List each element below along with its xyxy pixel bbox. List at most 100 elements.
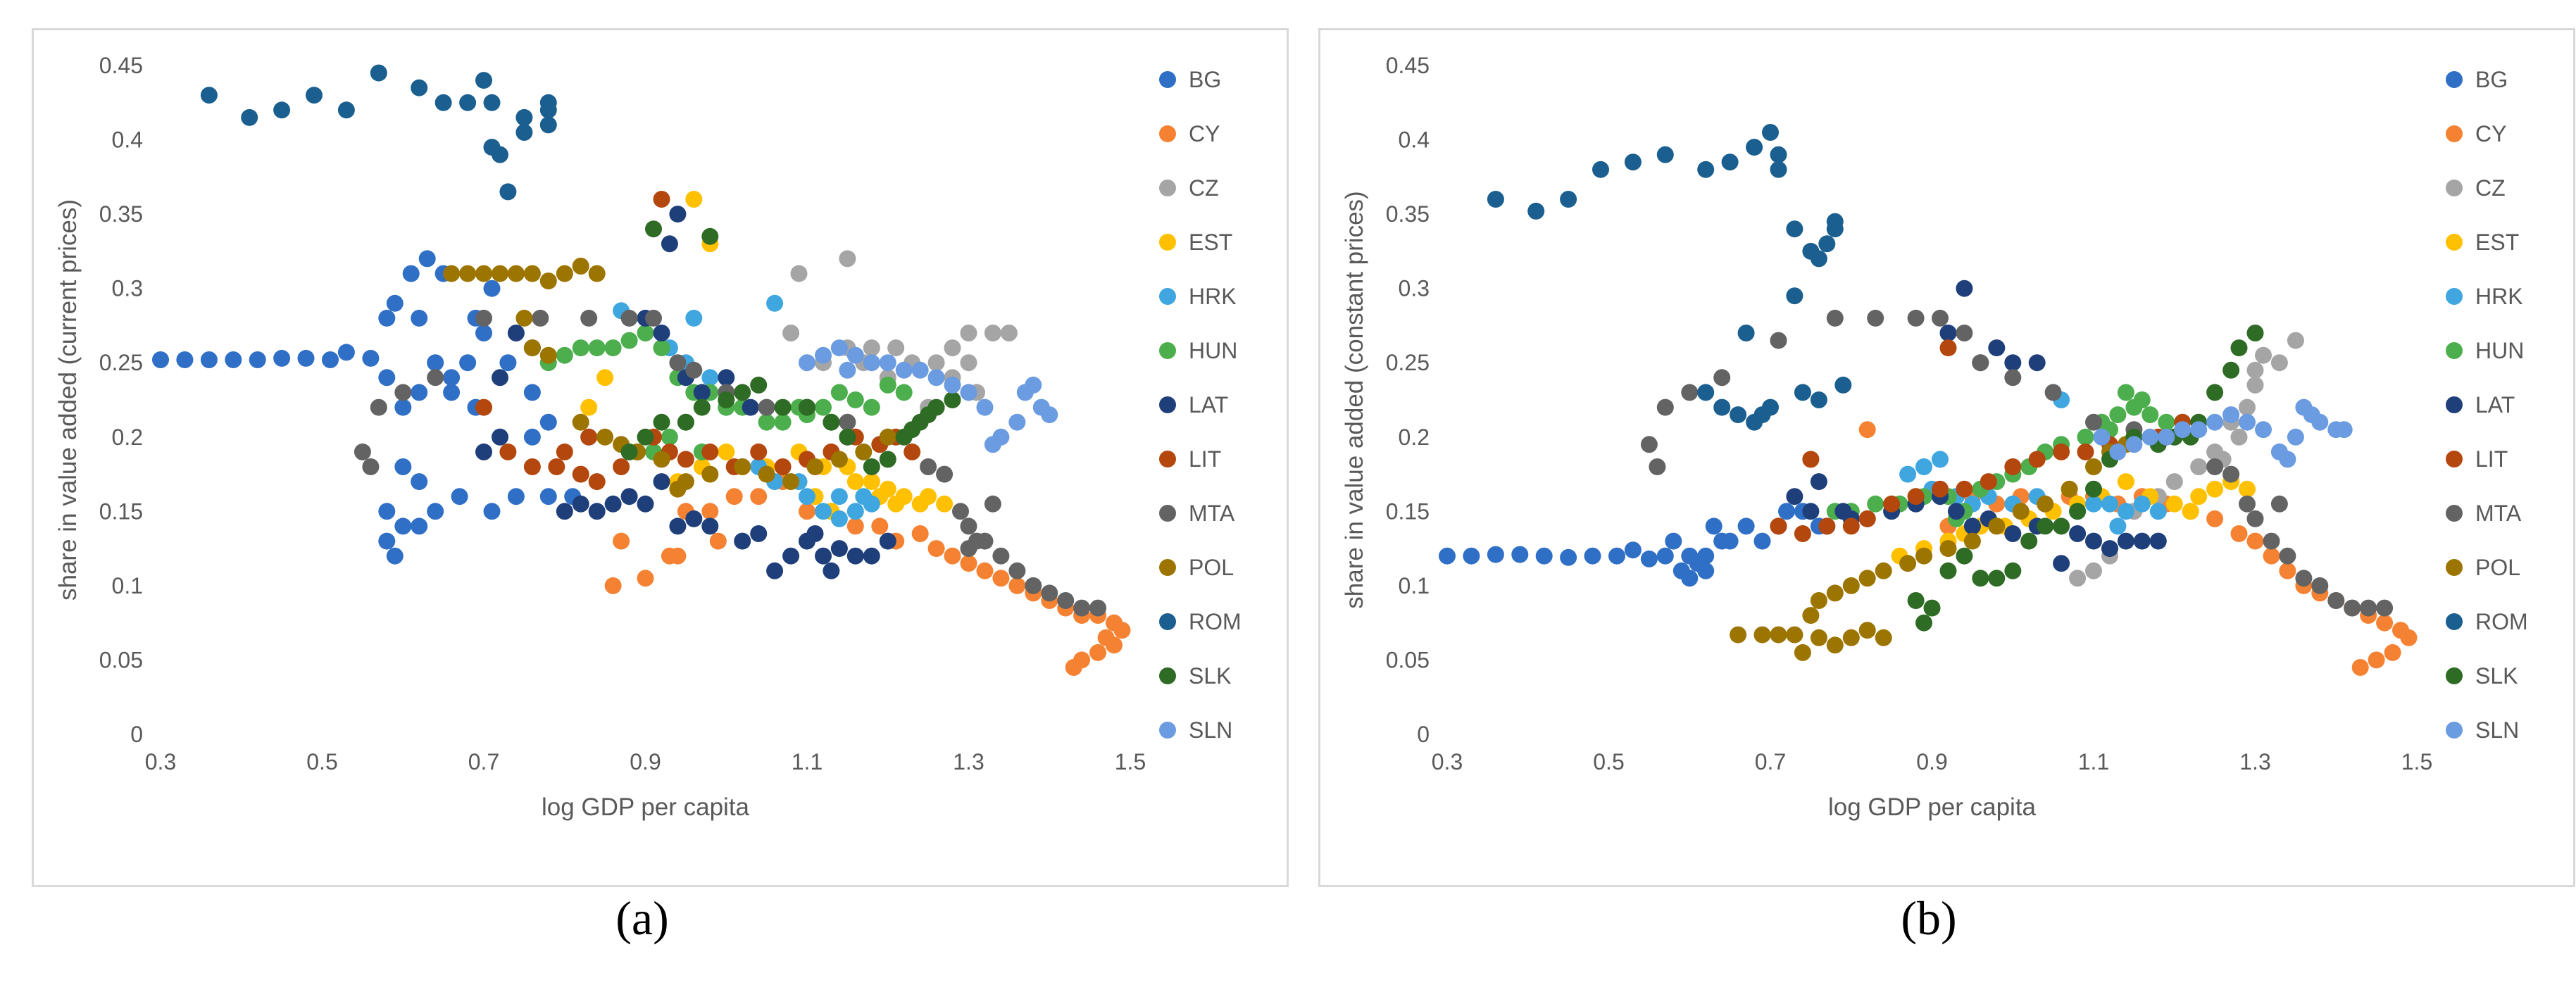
point-sln xyxy=(944,376,961,394)
legend-marker-est xyxy=(1159,234,1176,251)
point-rom xyxy=(306,87,323,104)
point-bg xyxy=(443,369,461,387)
point-hun xyxy=(863,398,880,416)
point-rom xyxy=(1834,376,1852,394)
point-lit xyxy=(580,428,598,446)
point-lat xyxy=(661,235,678,253)
point-hun xyxy=(604,339,622,357)
point-rom xyxy=(241,108,258,126)
point-cy xyxy=(1065,659,1082,676)
legend-marker-hun xyxy=(2446,342,2463,359)
point-slk xyxy=(1956,547,1973,565)
point-rom xyxy=(475,72,492,89)
y-tick-label: 0.45 xyxy=(1386,53,1430,78)
point-mta xyxy=(669,354,687,372)
point-pol xyxy=(2061,480,2078,498)
legend-label-est: EST xyxy=(1189,230,1232,255)
point-sln xyxy=(2222,406,2240,424)
point-bg xyxy=(411,384,428,401)
point-hrk xyxy=(2117,503,2134,520)
point-pol xyxy=(1730,626,1747,643)
y-axis-title: share in value added (current prices) xyxy=(54,199,82,601)
point-bg xyxy=(427,354,444,372)
point-lat xyxy=(823,562,840,579)
x-tick-label: 1.5 xyxy=(1115,749,1146,774)
point-cy xyxy=(2376,614,2394,632)
point-mta xyxy=(354,443,371,460)
point-rom xyxy=(483,94,501,111)
legend-marker-cz xyxy=(1159,180,1176,196)
scatter-chart-a: 0 0.05 0.1 0.15 0.2 0.25 0.3 0.35 0.4 0.45 0.3 0.5 0… xyxy=(54,53,1242,821)
y-tick-label: 0.3 xyxy=(112,276,143,301)
point-lat xyxy=(701,517,719,535)
legend-marker-cy xyxy=(1159,125,1176,142)
point-lat xyxy=(1963,517,1981,535)
point-lit xyxy=(774,458,792,475)
point-slk xyxy=(2222,361,2240,379)
point-mta xyxy=(1770,332,1787,349)
x-tick-label: 0.3 xyxy=(1432,749,1463,774)
legend-marker-rom xyxy=(1159,613,1176,630)
point-sln xyxy=(830,339,848,357)
point-rom xyxy=(1737,325,1755,341)
point-bg xyxy=(451,488,468,506)
point-mta xyxy=(2239,495,2256,513)
point-cy xyxy=(2230,525,2248,542)
point-mta xyxy=(1713,369,1731,387)
point-hun xyxy=(572,339,589,357)
point-est xyxy=(911,495,929,513)
point-hun xyxy=(895,384,913,401)
point-cy xyxy=(1008,577,1026,594)
point-bg xyxy=(176,351,194,368)
point-sln xyxy=(2311,413,2329,431)
point-cz xyxy=(863,339,880,357)
caption-b: (b) xyxy=(1901,891,1957,945)
point-lat xyxy=(830,540,848,558)
x-tick-label: 0.5 xyxy=(1593,749,1624,774)
point-mta xyxy=(1972,354,1989,372)
point-lat xyxy=(637,495,654,513)
point-lit xyxy=(1939,339,1957,357)
point-sln xyxy=(960,384,977,401)
legend-marker-lit xyxy=(1159,451,1176,467)
point-mta xyxy=(1640,436,1658,453)
point-mta xyxy=(1057,592,1075,609)
point-slk xyxy=(2246,325,2264,341)
legend-marker-est xyxy=(2446,234,2463,251)
point-pol xyxy=(2085,458,2102,475)
point-cy xyxy=(725,488,743,506)
point-bg xyxy=(499,354,517,372)
legend-marker-rom xyxy=(2446,613,2463,630)
point-lit xyxy=(613,458,630,475)
point-rom xyxy=(1818,235,1836,253)
y-tick-label: 0.35 xyxy=(99,201,143,227)
point-slk xyxy=(2020,532,2038,550)
legend-marker-hun xyxy=(1159,342,1176,359)
point-mta xyxy=(2044,384,2062,401)
point-mta xyxy=(992,547,1010,565)
point-sln xyxy=(895,361,913,379)
point-est xyxy=(887,495,905,513)
point-hun xyxy=(2133,391,2151,408)
legend-label-slk: SLK xyxy=(1189,663,1231,689)
legend-marker-lat xyxy=(2446,396,2463,413)
point-sln xyxy=(2109,443,2127,460)
legend-marker-slk xyxy=(1159,667,1176,684)
legend-label-rom: ROM xyxy=(2475,609,2528,634)
point-mta xyxy=(394,384,412,401)
point-bg xyxy=(225,351,242,368)
point-slk xyxy=(2037,517,2054,535)
point-lat xyxy=(2133,532,2151,550)
point-rom xyxy=(1624,153,1642,171)
point-mta xyxy=(2279,547,2296,565)
point-mta xyxy=(920,458,937,475)
point-bg xyxy=(386,547,404,565)
point-hun xyxy=(2142,406,2159,424)
point-rom xyxy=(539,94,557,111)
point-hun xyxy=(2077,428,2094,446)
point-est xyxy=(2239,480,2256,498)
point-lit xyxy=(904,443,921,460)
point-bg xyxy=(1439,547,1456,565)
legend-marker-hrk xyxy=(2446,288,2463,305)
point-pol xyxy=(830,451,848,468)
